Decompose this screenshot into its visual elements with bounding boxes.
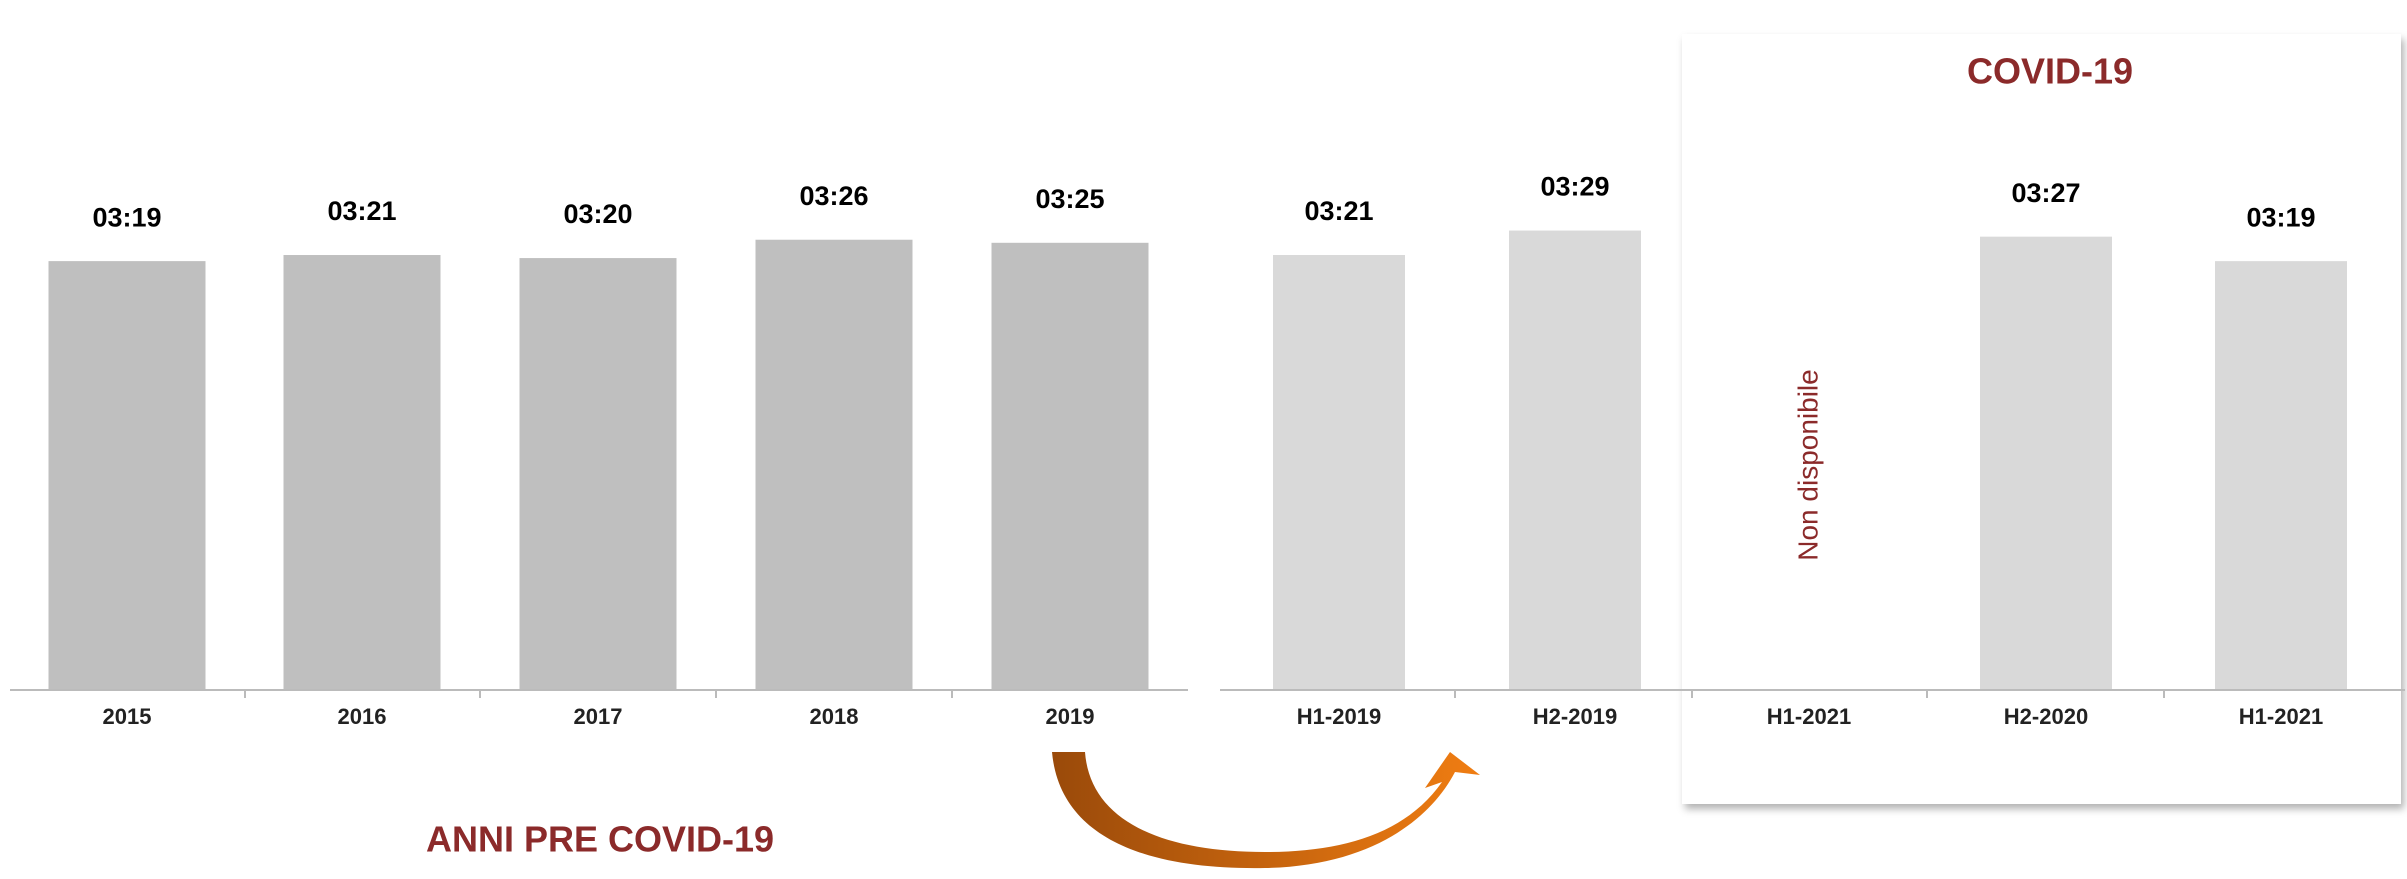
- value-label: 03:20: [563, 199, 632, 229]
- bar: [2215, 261, 2347, 689]
- x-tick-label: H1-2021: [1767, 704, 1851, 729]
- x-tick-label: 2015: [103, 704, 152, 729]
- bar: [755, 239, 913, 689]
- value-label: 03:29: [1540, 172, 1609, 202]
- x-tick-label: 2019: [1046, 704, 1095, 729]
- arrow: [1052, 752, 1480, 869]
- x-tick-label: 2017: [574, 704, 623, 729]
- bar: [1273, 255, 1405, 689]
- value-label: 03:19: [92, 202, 161, 232]
- bar: [283, 255, 441, 689]
- annotation: COVID-19: [1967, 51, 2133, 92]
- value-label: 03:25: [1035, 184, 1104, 214]
- value-label: 03:21: [327, 196, 396, 226]
- x-tick-label: H2-2019: [1533, 704, 1617, 729]
- bar: [48, 261, 206, 689]
- x-tick-label: 2018: [810, 704, 859, 729]
- x-tick-label: 2016: [338, 704, 387, 729]
- value-label: 03:19: [2246, 202, 2315, 232]
- bar: [519, 258, 677, 689]
- value-label: 03:26: [799, 181, 868, 211]
- bar: [1509, 230, 1641, 689]
- x-tick-label: H1-2019: [1297, 704, 1381, 729]
- value-label: 03:21: [1304, 196, 1373, 226]
- annotation: ANNI PRE COVID-19: [426, 819, 774, 860]
- x-tick-label: H2-2020: [2004, 704, 2088, 729]
- value-label: 03:27: [2011, 178, 2080, 208]
- bar: [1980, 236, 2112, 690]
- bar: [991, 242, 1149, 689]
- annotation: Non disponibile: [1792, 369, 1823, 560]
- axis: [10, 689, 2405, 698]
- x-tick-label: H1-2021: [2239, 704, 2323, 729]
